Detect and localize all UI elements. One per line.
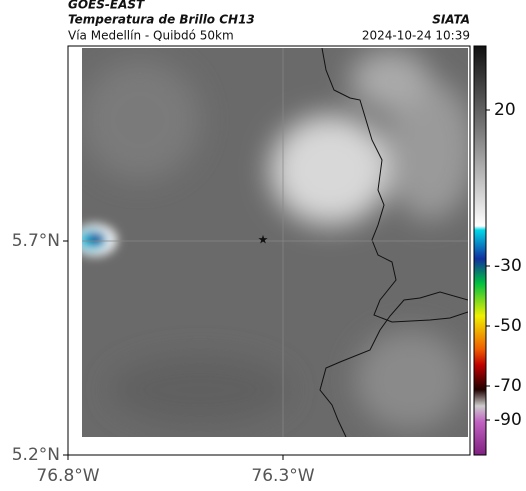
colorbar-label: -90 xyxy=(494,410,522,430)
lat-label: 5.7°N xyxy=(12,231,60,251)
lon-label: 76.8°W xyxy=(36,466,99,486)
satellite-image: ★ xyxy=(82,48,468,437)
colorbar-label: -70 xyxy=(494,376,522,396)
colorbar-label: -30 xyxy=(494,256,522,276)
subtitle: Temperatura de Brillo CH13 xyxy=(68,13,255,27)
title: GOES-EAST xyxy=(68,0,145,12)
lon-label: 76.3°W xyxy=(251,466,314,486)
route: Vía Medellín - Quibdó 50km xyxy=(68,29,234,43)
colorbar-label: -50 xyxy=(494,316,522,336)
lat-label: 5.2°N xyxy=(12,445,60,465)
colorbar-label: 20 xyxy=(494,100,516,120)
datetime: 2024-10-24 10:39 xyxy=(362,29,470,43)
location-star: ★ xyxy=(258,233,269,247)
colorbar xyxy=(473,45,487,456)
source: SIATA xyxy=(432,13,470,27)
map-frame xyxy=(67,45,471,456)
